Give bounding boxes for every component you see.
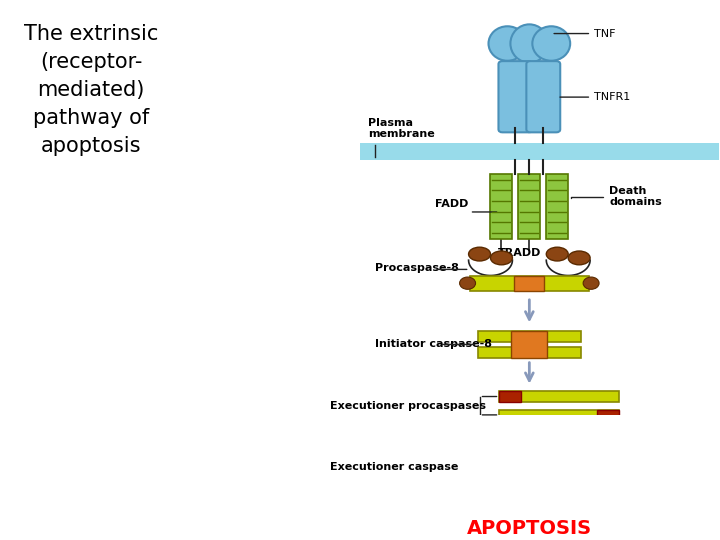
FancyBboxPatch shape [477,330,581,342]
Text: FADD: FADD [435,199,468,210]
FancyBboxPatch shape [490,174,513,239]
FancyBboxPatch shape [526,61,560,132]
FancyBboxPatch shape [546,174,568,239]
Ellipse shape [459,277,475,289]
FancyBboxPatch shape [597,409,619,420]
FancyBboxPatch shape [518,174,540,239]
Text: The extrinsic
(receptor-
mediated)
pathway of
apoptosis: The extrinsic (receptor- mediated) pathw… [24,24,158,157]
Text: Executioner procaspases: Executioner procaspases [330,401,486,411]
Ellipse shape [532,26,570,60]
FancyBboxPatch shape [500,409,619,420]
Text: TNF: TNF [554,29,616,38]
Text: Procaspase-8: Procaspase-8 [375,263,459,273]
Ellipse shape [546,247,568,261]
FancyBboxPatch shape [498,61,532,132]
Text: Plasma
membrane: Plasma membrane [368,118,435,139]
FancyBboxPatch shape [469,275,589,291]
Ellipse shape [490,251,513,265]
Ellipse shape [568,251,590,265]
Ellipse shape [488,26,526,60]
FancyBboxPatch shape [477,347,581,358]
Ellipse shape [469,247,490,261]
Text: TRADD: TRADD [498,247,541,258]
FancyBboxPatch shape [477,453,581,464]
FancyBboxPatch shape [477,469,581,481]
FancyBboxPatch shape [511,330,547,358]
Ellipse shape [583,277,599,289]
Text: TNFR1: TNFR1 [560,92,630,102]
FancyBboxPatch shape [360,143,719,160]
FancyBboxPatch shape [500,391,521,402]
FancyBboxPatch shape [510,453,549,481]
Text: APOPTOSIS: APOPTOSIS [467,519,592,538]
Text: Initiator caspase-8: Initiator caspase-8 [375,340,492,349]
FancyBboxPatch shape [500,391,619,402]
Text: Death
domains: Death domains [571,186,662,207]
FancyBboxPatch shape [514,275,544,291]
Text: Executioner caspase: Executioner caspase [330,462,459,472]
Ellipse shape [510,24,548,63]
